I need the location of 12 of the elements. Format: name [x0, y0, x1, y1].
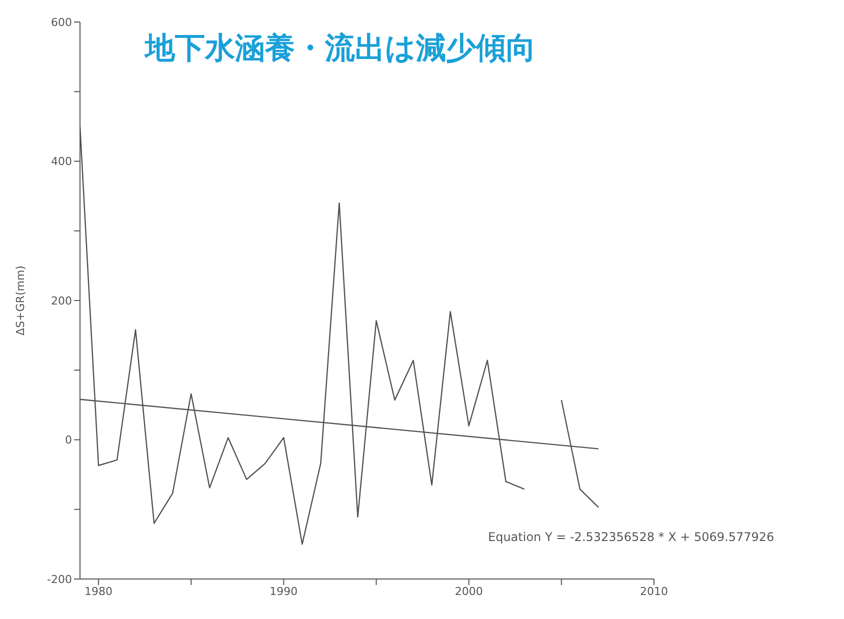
x-tick-label: 2010	[640, 584, 668, 598]
annotation: Equation Y = -2.532356528 * X + 5069.577926	[488, 530, 774, 544]
y-tick-label: 200	[51, 294, 72, 308]
y-tick-label: -200	[47, 572, 72, 586]
chart-title: 地下水涵養・流出は減少傾向	[145, 30, 536, 68]
x-tick-label: 1980	[84, 584, 113, 598]
x-tick-label: 1990	[270, 584, 298, 598]
y-tick-label: 400	[51, 155, 72, 168]
y-tick-label: 600	[51, 16, 72, 29]
y-axis-title: ΔS+GR(mm)	[14, 266, 27, 336]
y-tick-label: 0	[65, 434, 72, 447]
x-tick-label: 2000	[454, 584, 483, 598]
